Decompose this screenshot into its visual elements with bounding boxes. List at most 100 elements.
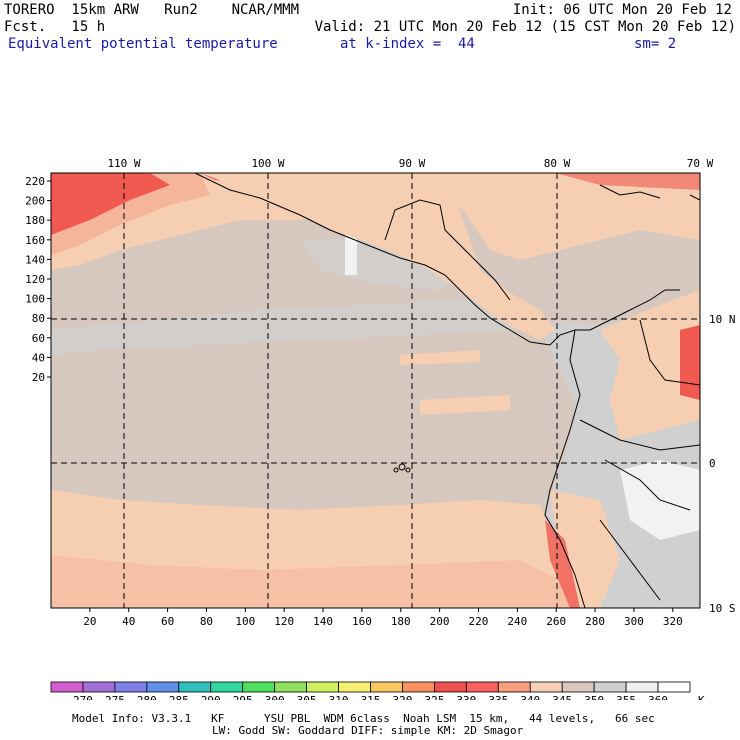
salmon-coast-peru (550, 490, 620, 608)
x-tick-label: 100 (235, 615, 255, 628)
weather-map: 110 W 100 W 90 W 80 W 70 W 10 N 0 10 S 2… (25, 157, 736, 700)
colorbar-label: 295 (233, 694, 253, 700)
lon-label-70w: 70 W (687, 157, 714, 170)
coastline-pacific (194, 173, 680, 346)
lon-label-90w: 90 W (399, 157, 426, 170)
valid-time: Valid: 21 UTC Mon 20 Feb 12 (15 CST Mon … (314, 19, 736, 35)
x-tick-label: 320 (663, 615, 683, 628)
colorbar-swatch (433, 681, 467, 693)
salmon-ribbon-1 (400, 350, 480, 365)
x-tick-label: 220 (469, 615, 489, 628)
longitude-labels: 110 W 100 W 90 W 80 W 70 W (107, 157, 713, 170)
y-tick-label: 140 (25, 253, 45, 266)
x-tick-label: 260 (546, 615, 566, 628)
x-axis-ticks: 20 40 60 80 100 120 140 160 180 200 220 240 260 280 30… (83, 608, 683, 628)
colorbar-swatch (497, 681, 531, 693)
colorbar-labels: 270 275 280 285 290 295 300 305 310 315 320 325 330 3… (73, 694, 668, 700)
colorbar-swatch (210, 681, 244, 693)
colorbar-label: 290 (201, 694, 221, 700)
colorbar-unit: K (698, 694, 705, 700)
land-central-america (200, 173, 555, 340)
plot-frame (50, 172, 701, 609)
x-tick-label: 20 (83, 615, 96, 628)
latitude-labels: 10 N 0 10 S (709, 313, 736, 615)
colorbar-swatch (561, 681, 595, 693)
land-caribbean (420, 173, 700, 260)
salmon-ribbon-2 (420, 395, 510, 415)
coastline-cuba (599, 184, 661, 199)
y-tick-label: 180 (25, 214, 45, 227)
colorbar-label: 330 (456, 694, 476, 700)
x-tick-label: 160 (352, 615, 372, 628)
y-tick-label: 40 (32, 351, 45, 364)
colorbar-label: 335 (488, 694, 508, 700)
colorbar-swatch (114, 681, 148, 693)
lon-label-80w: 80 W (544, 157, 571, 170)
colorbar-label: 310 (329, 694, 349, 700)
colorbar-label: 300 (265, 694, 285, 700)
red-patch-caribbean (555, 173, 700, 190)
colorbar-label: 325 (424, 694, 444, 700)
lon-label-110w: 110 W (107, 157, 140, 170)
y-tick-label: 160 (25, 234, 45, 247)
model-title: TORERO 15km ARW Run2 NCAR/MMM (4, 2, 300, 18)
colorbar-label: 355 (616, 694, 636, 700)
gray-band-ocean (51, 300, 520, 355)
grid-lines (51, 173, 700, 608)
x-tick-label: 280 (585, 615, 605, 628)
x-tick-label: 240 (507, 615, 527, 628)
lon-label-100w: 100 W (251, 157, 284, 170)
map-field (51, 173, 700, 608)
colorbar-swatch (529, 681, 563, 693)
colorbar-swatch (146, 681, 180, 693)
border-peru-bolivia (599, 519, 661, 601)
colorbar-swatch (402, 681, 435, 693)
x-tick-label: 200 (430, 615, 450, 628)
colorbar-swatch (50, 681, 84, 693)
y-tick-label: 120 (25, 273, 45, 286)
colorbar-label: 350 (584, 694, 604, 700)
y-tick-label: 60 (32, 332, 45, 345)
y-tick-label: 80 (32, 312, 45, 325)
model-info-line1: Model Info: V3.3.1 KF YSU PBL WDM 6class… (72, 712, 655, 725)
colorbar-label: 305 (297, 694, 317, 700)
colorbar-swatch (593, 681, 627, 693)
x-tick-label: 80 (200, 615, 213, 628)
colorbar-label: 270 (73, 694, 93, 700)
x-tick-label: 300 (624, 615, 644, 628)
x-tick-label: 120 (274, 615, 294, 628)
colorbar-label: 345 (552, 694, 572, 700)
x-tick-label: 60 (161, 615, 174, 628)
lat-label-10n: 10 N (709, 313, 736, 326)
red-coast-peru (545, 520, 580, 608)
colorbar-swatch (242, 681, 276, 693)
model-info-line2: LW: Godd SW: Goddard DIFF: simple KM: 2D… (212, 724, 524, 737)
y-tick-label: 100 (25, 293, 45, 306)
coastlines (194, 173, 700, 608)
white-patch-central (345, 235, 357, 275)
colorbar-swatch (465, 681, 499, 693)
field-name: Equivalent potential temperature (8, 36, 278, 52)
coastline-haiti (689, 194, 700, 201)
colorbar-label: 320 (393, 694, 413, 700)
colorbar-swatch (306, 681, 339, 693)
coastline-honduras (384, 199, 511, 301)
colorbar-label: 280 (137, 694, 157, 700)
colorbar-swatch (657, 681, 691, 693)
galapagos-island (393, 467, 399, 473)
y-tick-label: 20 (32, 371, 45, 384)
pink-band-south (51, 555, 570, 608)
colorbar-swatch (370, 681, 403, 693)
border-peru-brazil (604, 459, 691, 511)
border-colombia-venezuela (639, 319, 700, 386)
init-time: Init: 06 UTC Mon 20 Feb 12 (512, 2, 732, 18)
galapagos-island (398, 463, 406, 471)
coastline-south-america-west (544, 329, 586, 608)
x-tick-label: 140 (313, 615, 333, 628)
colorbar-label: 285 (169, 694, 189, 700)
level-label: at k-index = 44 (340, 36, 475, 52)
y-tick-label: 220 (25, 175, 45, 188)
colorbar-label: 315 (361, 694, 381, 700)
border-colombia-peru (579, 419, 700, 451)
colorbar-swatch (625, 681, 659, 693)
